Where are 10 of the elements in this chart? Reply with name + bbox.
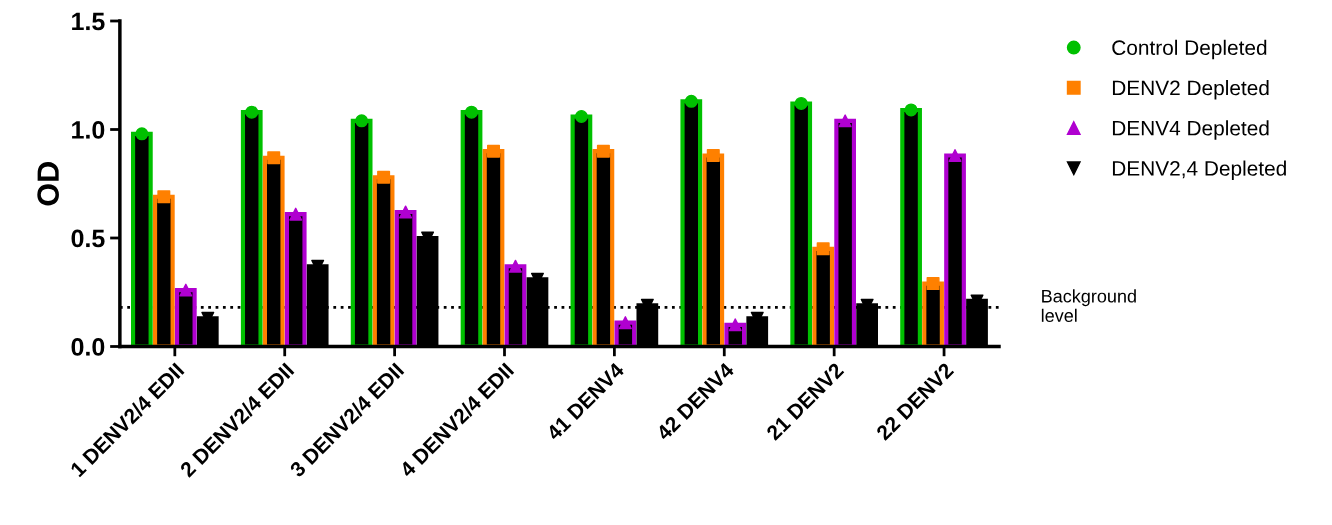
y-axis-title: OD [37, 162, 59, 206]
y-tick-label: 1.0 [72, 121, 105, 139]
ref-line-label: Background level [1041, 289, 1136, 323]
legend-label: DENV4 Depleted [1112, 120, 1269, 140]
y-tick-label: 0.0 [71, 338, 105, 356]
legend-label: Control Depleted [1112, 39, 1267, 60]
legend-label: DENV2 Depleted [1112, 80, 1269, 100]
legend-label: DENV2,4 Depleted [1112, 160, 1286, 180]
y-tick-label: 0.5 [71, 229, 105, 248]
y-tick-label: 1.5 [72, 12, 105, 31]
